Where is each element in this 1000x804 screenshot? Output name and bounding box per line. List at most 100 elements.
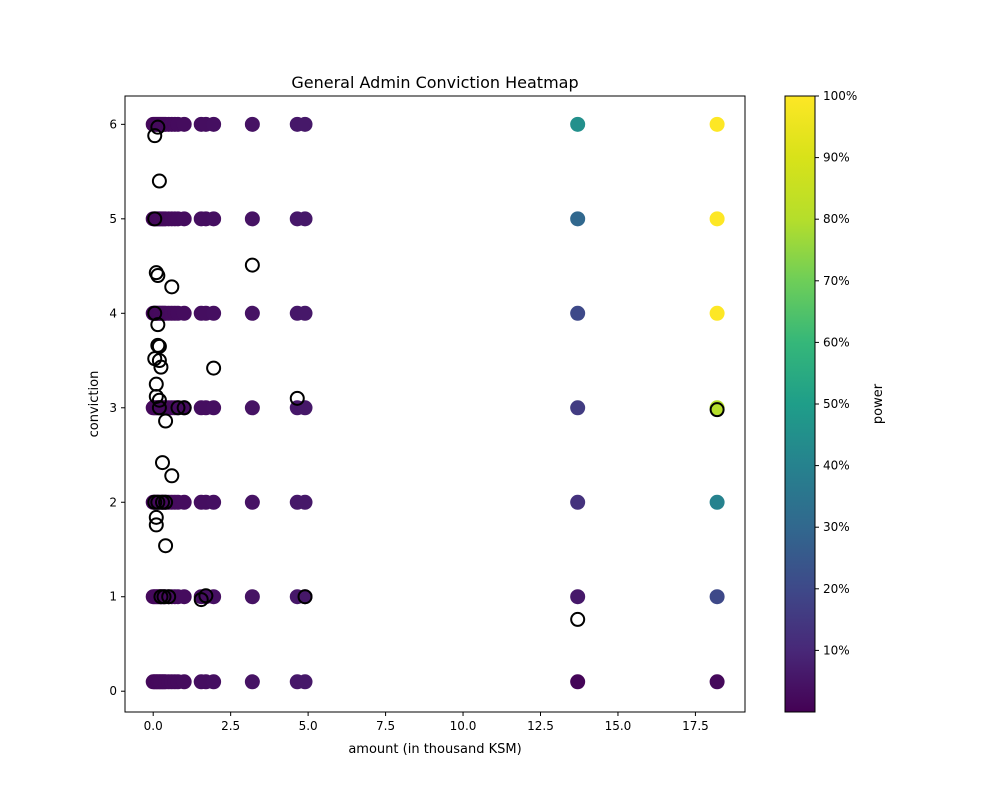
data-point	[206, 211, 222, 227]
data-point	[176, 305, 192, 321]
data-point	[297, 305, 313, 321]
x-tick-label: 2.5	[221, 719, 240, 733]
y-tick-label: 5	[109, 212, 117, 226]
data-point	[244, 116, 260, 132]
x-tick-label: 7.5	[376, 719, 395, 733]
vote-marker	[244, 257, 260, 273]
vote-marker	[151, 173, 167, 189]
data-point	[570, 305, 586, 321]
vote-marker	[164, 468, 180, 484]
data-point	[244, 305, 260, 321]
vote-marker	[156, 589, 172, 605]
colorbar-tick-label: 20%	[823, 582, 850, 596]
colorbar-tick-label: 80%	[823, 212, 850, 226]
data-point	[297, 400, 313, 416]
y-tick-label: 1	[109, 590, 117, 604]
data-point	[709, 674, 725, 690]
colorbar-tick-label: 40%	[823, 459, 850, 473]
vote-marker	[297, 589, 313, 605]
vote-marker	[151, 353, 167, 369]
vote-marker	[161, 589, 177, 605]
y-tick-label: 4	[109, 306, 117, 320]
vote-marker	[150, 494, 166, 510]
data-point	[244, 674, 260, 690]
y-axis: 0 1 2 3 4 5 6	[109, 117, 125, 698]
x-tick-label: 0.0	[144, 719, 163, 733]
y-tick-label: 2	[109, 495, 117, 509]
data-point	[206, 305, 222, 321]
x-tick-label: 15.0	[605, 719, 632, 733]
vote-marker	[148, 517, 164, 533]
plot-area	[125, 96, 745, 712]
data-point	[709, 305, 725, 321]
data-point	[709, 211, 725, 227]
data-point	[709, 116, 725, 132]
data-point	[206, 494, 222, 510]
data-point	[297, 211, 313, 227]
y-tick-label: 6	[109, 117, 117, 131]
colorbar-tick-label: 50%	[823, 397, 850, 411]
chart-title: General Admin Conviction Heatmap	[291, 73, 578, 92]
data-point	[176, 116, 192, 132]
data-point	[297, 674, 313, 690]
colorbar-label: power	[871, 383, 886, 424]
data-point	[297, 494, 313, 510]
data-point	[709, 589, 725, 605]
data-point	[709, 494, 725, 510]
vote-marker	[158, 413, 174, 429]
colorbar	[784, 95, 816, 713]
vote-marker	[289, 390, 305, 406]
vote-marker	[148, 509, 164, 525]
data-point	[570, 211, 586, 227]
vote-marker	[193, 592, 209, 608]
data-point	[244, 589, 260, 605]
data-point	[206, 674, 222, 690]
vote-marker	[153, 359, 169, 375]
data-point	[176, 674, 192, 690]
x-axis-label: amount (in thousand KSM)	[348, 742, 521, 757]
data-point	[570, 589, 586, 605]
vote-marker	[150, 317, 166, 333]
y-axis-label: conviction	[87, 371, 102, 438]
colorbar-tick-label: 30%	[823, 520, 850, 534]
vote-marker	[151, 392, 167, 408]
vote-marker	[158, 538, 174, 554]
data-point	[570, 116, 586, 132]
vote-marker	[158, 494, 174, 510]
points-layer	[145, 116, 725, 690]
vote-marker	[206, 360, 222, 376]
vote-marker	[709, 402, 725, 418]
plot-frame	[124, 95, 746, 713]
vote-marker	[176, 400, 192, 416]
data-point	[176, 494, 192, 510]
data-point	[297, 116, 313, 132]
data-point	[176, 589, 192, 605]
colorbar-tick-label: 90%	[823, 151, 850, 165]
vote-marker	[154, 455, 170, 471]
y-tick-label: 0	[109, 684, 117, 698]
data-point	[244, 494, 260, 510]
x-tick-label: 5.0	[299, 719, 318, 733]
data-point	[570, 674, 586, 690]
vote-marker	[150, 119, 166, 135]
x-tick-label: 17.5	[682, 719, 709, 733]
vote-marker	[570, 611, 586, 627]
x-axis: 0.0 2.5 5.0 7.5 10.0 12.5 15.0 17.5	[144, 712, 709, 733]
vote-marker	[198, 588, 214, 604]
y-tick-label: 3	[109, 401, 117, 415]
colorbar-tick-label: 60%	[823, 335, 850, 349]
vote-marker	[164, 279, 180, 295]
colorbar-axis: 10% 20% 30% 40% 50% 60% 70% 80% 90% 100%	[815, 89, 857, 657]
x-tick-label: 12.5	[527, 719, 554, 733]
x-tick-label: 10.0	[450, 719, 477, 733]
data-point	[206, 400, 222, 416]
colorbar-tick-label: 10%	[823, 643, 850, 657]
vote-marker	[147, 211, 163, 227]
vote-marker	[170, 400, 186, 416]
data-point	[206, 116, 222, 132]
data-point	[570, 400, 586, 416]
data-point	[297, 589, 313, 605]
vote-marker	[147, 128, 163, 144]
